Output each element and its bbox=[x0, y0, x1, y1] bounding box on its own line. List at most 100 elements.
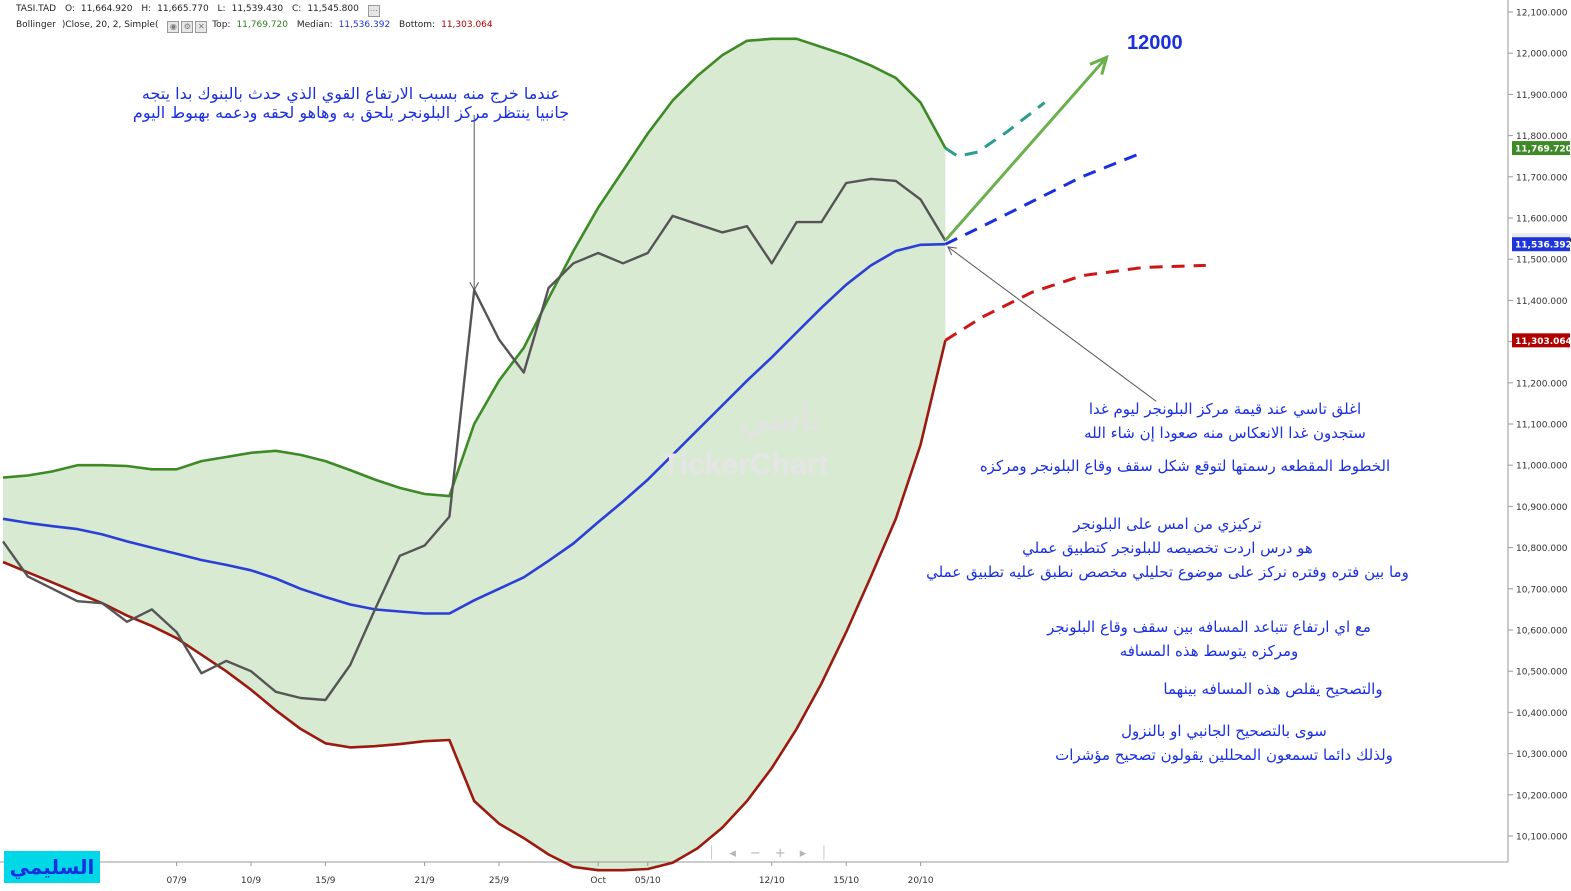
x-tick-label: 25/9 bbox=[489, 876, 509, 886]
y-tick-label: 11,400.000 bbox=[1516, 297, 1568, 307]
watermark-arabic: تاسي bbox=[740, 398, 822, 439]
nav-end-icon[interactable]: ⏐ bbox=[820, 846, 842, 861]
y-tick-label: 11,000.000 bbox=[1516, 462, 1568, 472]
nav-back-icon[interactable]: ◂ bbox=[729, 846, 750, 861]
y-axis: 10,100.000 10,200.000 10,300.000 10,400.000… bbox=[1508, 9, 1571, 843]
x-tick-label: 20/10 bbox=[908, 876, 934, 886]
indicator-header: Bollinger)Close, 20, 2, Simple( ◉ ⚙ ✕ Top:… bbox=[16, 20, 499, 33]
close-icon[interactable]: ✕ bbox=[195, 21, 208, 33]
y-tick-label: 11,800.000 bbox=[1516, 132, 1568, 142]
watermark-latin: TickerChart bbox=[662, 448, 829, 481]
y-tick-label: 11,500.000 bbox=[1516, 256, 1568, 266]
y-tick-label: 11,100.000 bbox=[1516, 421, 1568, 431]
x-tick-label: 15/10 bbox=[833, 876, 859, 886]
price-tag bbox=[1512, 333, 1570, 348]
y-tick-label: 12,100.000 bbox=[1516, 9, 1568, 19]
low-label: L: bbox=[217, 4, 226, 14]
note-line: تركيزي من امس على البلونجر bbox=[1073, 515, 1262, 533]
low-value: 11,539.430 bbox=[231, 4, 284, 14]
forecast-upper-dashed-line bbox=[944, 101, 1046, 158]
upper-series-line bbox=[2, 37, 947, 498]
settings-icon[interactable]: ⚙ bbox=[181, 21, 194, 33]
target-arrow-head bbox=[1089, 54, 1109, 76]
annotation-pointer-head bbox=[469, 281, 479, 292]
x-axis: 07/9 10/9 15/9 21/9 25/9 Oct 05/10 12/10 15/10 20… bbox=[166, 862, 934, 886]
nav-forward-icon[interactable]: ▸ bbox=[799, 846, 821, 861]
note-band-widen: مع اي ارتفاع تتباعد المسافه بين سقف وقاع… bbox=[1000, 615, 1418, 663]
y-tick-label: 10,900.000 bbox=[1516, 503, 1568, 513]
median-value: 11,536.392 bbox=[338, 20, 391, 30]
open-label: O: bbox=[64, 4, 75, 14]
close-label: C: bbox=[292, 4, 302, 14]
forecast-median-dashed-line bbox=[944, 150, 1145, 246]
price-tag-label: 11,303.064 bbox=[1515, 337, 1571, 347]
price-tag bbox=[1512, 237, 1570, 252]
forecast-lower-dashed-line bbox=[944, 263, 1206, 342]
note-line: هو درس اردت تخصيصه للبلونجر كتطبيق عملي bbox=[1022, 539, 1313, 557]
nav-start-icon[interactable]: ⏐ bbox=[708, 846, 730, 861]
lower-series-line bbox=[2, 339, 947, 872]
price-tag-label: 11,769.720 bbox=[1515, 145, 1571, 155]
y-tick-label: 12,000.000 bbox=[1516, 50, 1568, 60]
median-label: Median: bbox=[296, 20, 333, 30]
note-line: وما بين فتره وفتره نركز على موضوع تحليلي… bbox=[926, 563, 1409, 581]
target-arrow-shaft bbox=[944, 56, 1108, 242]
note-line: اغلق تاسي عند قيمة مركز البلونجر ليوم غد… bbox=[1088, 400, 1362, 418]
y-tick-label: 10,800.000 bbox=[1516, 544, 1568, 554]
pointer-layer bbox=[469, 115, 1157, 402]
bottom-label: Bottom: bbox=[399, 20, 436, 30]
median-series-line bbox=[2, 242, 946, 615]
y-tick-label: 10,400.000 bbox=[1516, 709, 1568, 719]
note-line: سوى بالتصحيح الجانبي او بالنزول bbox=[1121, 722, 1327, 740]
author-signature: السليمي bbox=[4, 851, 100, 883]
indicator-name: Bollinger bbox=[16, 20, 56, 30]
y-tick-label: 11,600.000 bbox=[1516, 215, 1568, 225]
x-tick-label: 12/10 bbox=[759, 876, 785, 886]
y-tick-label: 10,700.000 bbox=[1516, 585, 1568, 595]
note-line: مع اي ارتفاع تتباعد المسافه بين سقف وقاع… bbox=[1047, 618, 1371, 636]
chart-navigation: ⏐◂−+▸⏐ bbox=[708, 846, 842, 861]
forecast-layer bbox=[944, 54, 1206, 342]
note-lesson: تركيزي من امس على البلونجر هو درس اردت ت… bbox=[855, 512, 1480, 584]
bollinger-band-fill bbox=[3, 38, 946, 871]
note-line: جانبيا ينتظر مركز البلونجر يلحق به وهاهو… bbox=[132, 103, 570, 122]
y-tick-label: 10,500.000 bbox=[1516, 668, 1568, 678]
more-icon[interactable]: ⋯ bbox=[367, 5, 380, 17]
note-dashed-lines: الخطوط المقطعه رسمتها لتوقع شكل سقف وقاع… bbox=[979, 457, 1391, 475]
note-line: عندما خرج منه بسبب الارتفاع القوي الذي ح… bbox=[141, 84, 561, 103]
y-tick-label: 11,700.000 bbox=[1516, 173, 1568, 183]
note-close-median: اغلق تاسي عند قيمة مركز البلونجر ليوم غد… bbox=[1030, 397, 1420, 445]
note-analysts: سوى بالتصحيح الجانبي او بالنزول ولذلك دا… bbox=[1005, 719, 1443, 767]
annotation-pointer-line bbox=[947, 246, 1157, 402]
note-line: ستجدون غدا الانعكاس منه صعودا إن شاء الل… bbox=[1084, 424, 1366, 442]
indicator-params: )Close, 20, 2, Simple( bbox=[61, 20, 159, 30]
y-tick-label: 11,200.000 bbox=[1516, 379, 1568, 389]
note-correction: والتصحيح يقلص هذه المسافه بينهما bbox=[1163, 680, 1383, 698]
y-tick-label: 10,100.000 bbox=[1516, 833, 1568, 843]
y-tick-label: 11,900.000 bbox=[1516, 91, 1568, 101]
price-tag-label: 11,536.392 bbox=[1515, 241, 1571, 251]
note-line: ولذلك دائما تسمعون المحللين يقولون تصحيح… bbox=[1055, 746, 1393, 764]
symbol-label: TASI.TAD bbox=[16, 4, 57, 14]
target-label: 12000 bbox=[1127, 32, 1183, 54]
y-tick-label: 10,200.000 bbox=[1516, 791, 1568, 801]
price-tag bbox=[1512, 141, 1570, 156]
x-tick-label: 07/9 bbox=[166, 876, 186, 886]
high-value: 11,665.770 bbox=[157, 4, 209, 14]
ohlc-header: TASI.TAD O: 11,664.920 H: 11,665.770 L: 11,… bbox=[16, 4, 382, 17]
zoom-out-icon[interactable]: − bbox=[749, 846, 775, 861]
annotation-pointer-head bbox=[947, 246, 957, 256]
close-value: 11,545.800 bbox=[307, 4, 359, 14]
bottom-value: 11,303.064 bbox=[441, 20, 493, 30]
x-tick-label: 05/10 bbox=[635, 876, 661, 886]
y-tick-label: 10,600.000 bbox=[1516, 627, 1568, 637]
x-tick-label: Oct bbox=[590, 876, 606, 886]
zoom-in-icon[interactable]: + bbox=[774, 846, 800, 861]
high-label: H: bbox=[141, 4, 152, 14]
visibility-icon[interactable]: ◉ bbox=[167, 21, 180, 33]
note-line: ومركزه يتوسط هذه المسافه bbox=[1119, 642, 1299, 660]
x-tick-label: 21/9 bbox=[414, 876, 434, 886]
x-tick-label: 10/9 bbox=[241, 876, 261, 886]
open-value: 11,664.920 bbox=[80, 4, 133, 14]
